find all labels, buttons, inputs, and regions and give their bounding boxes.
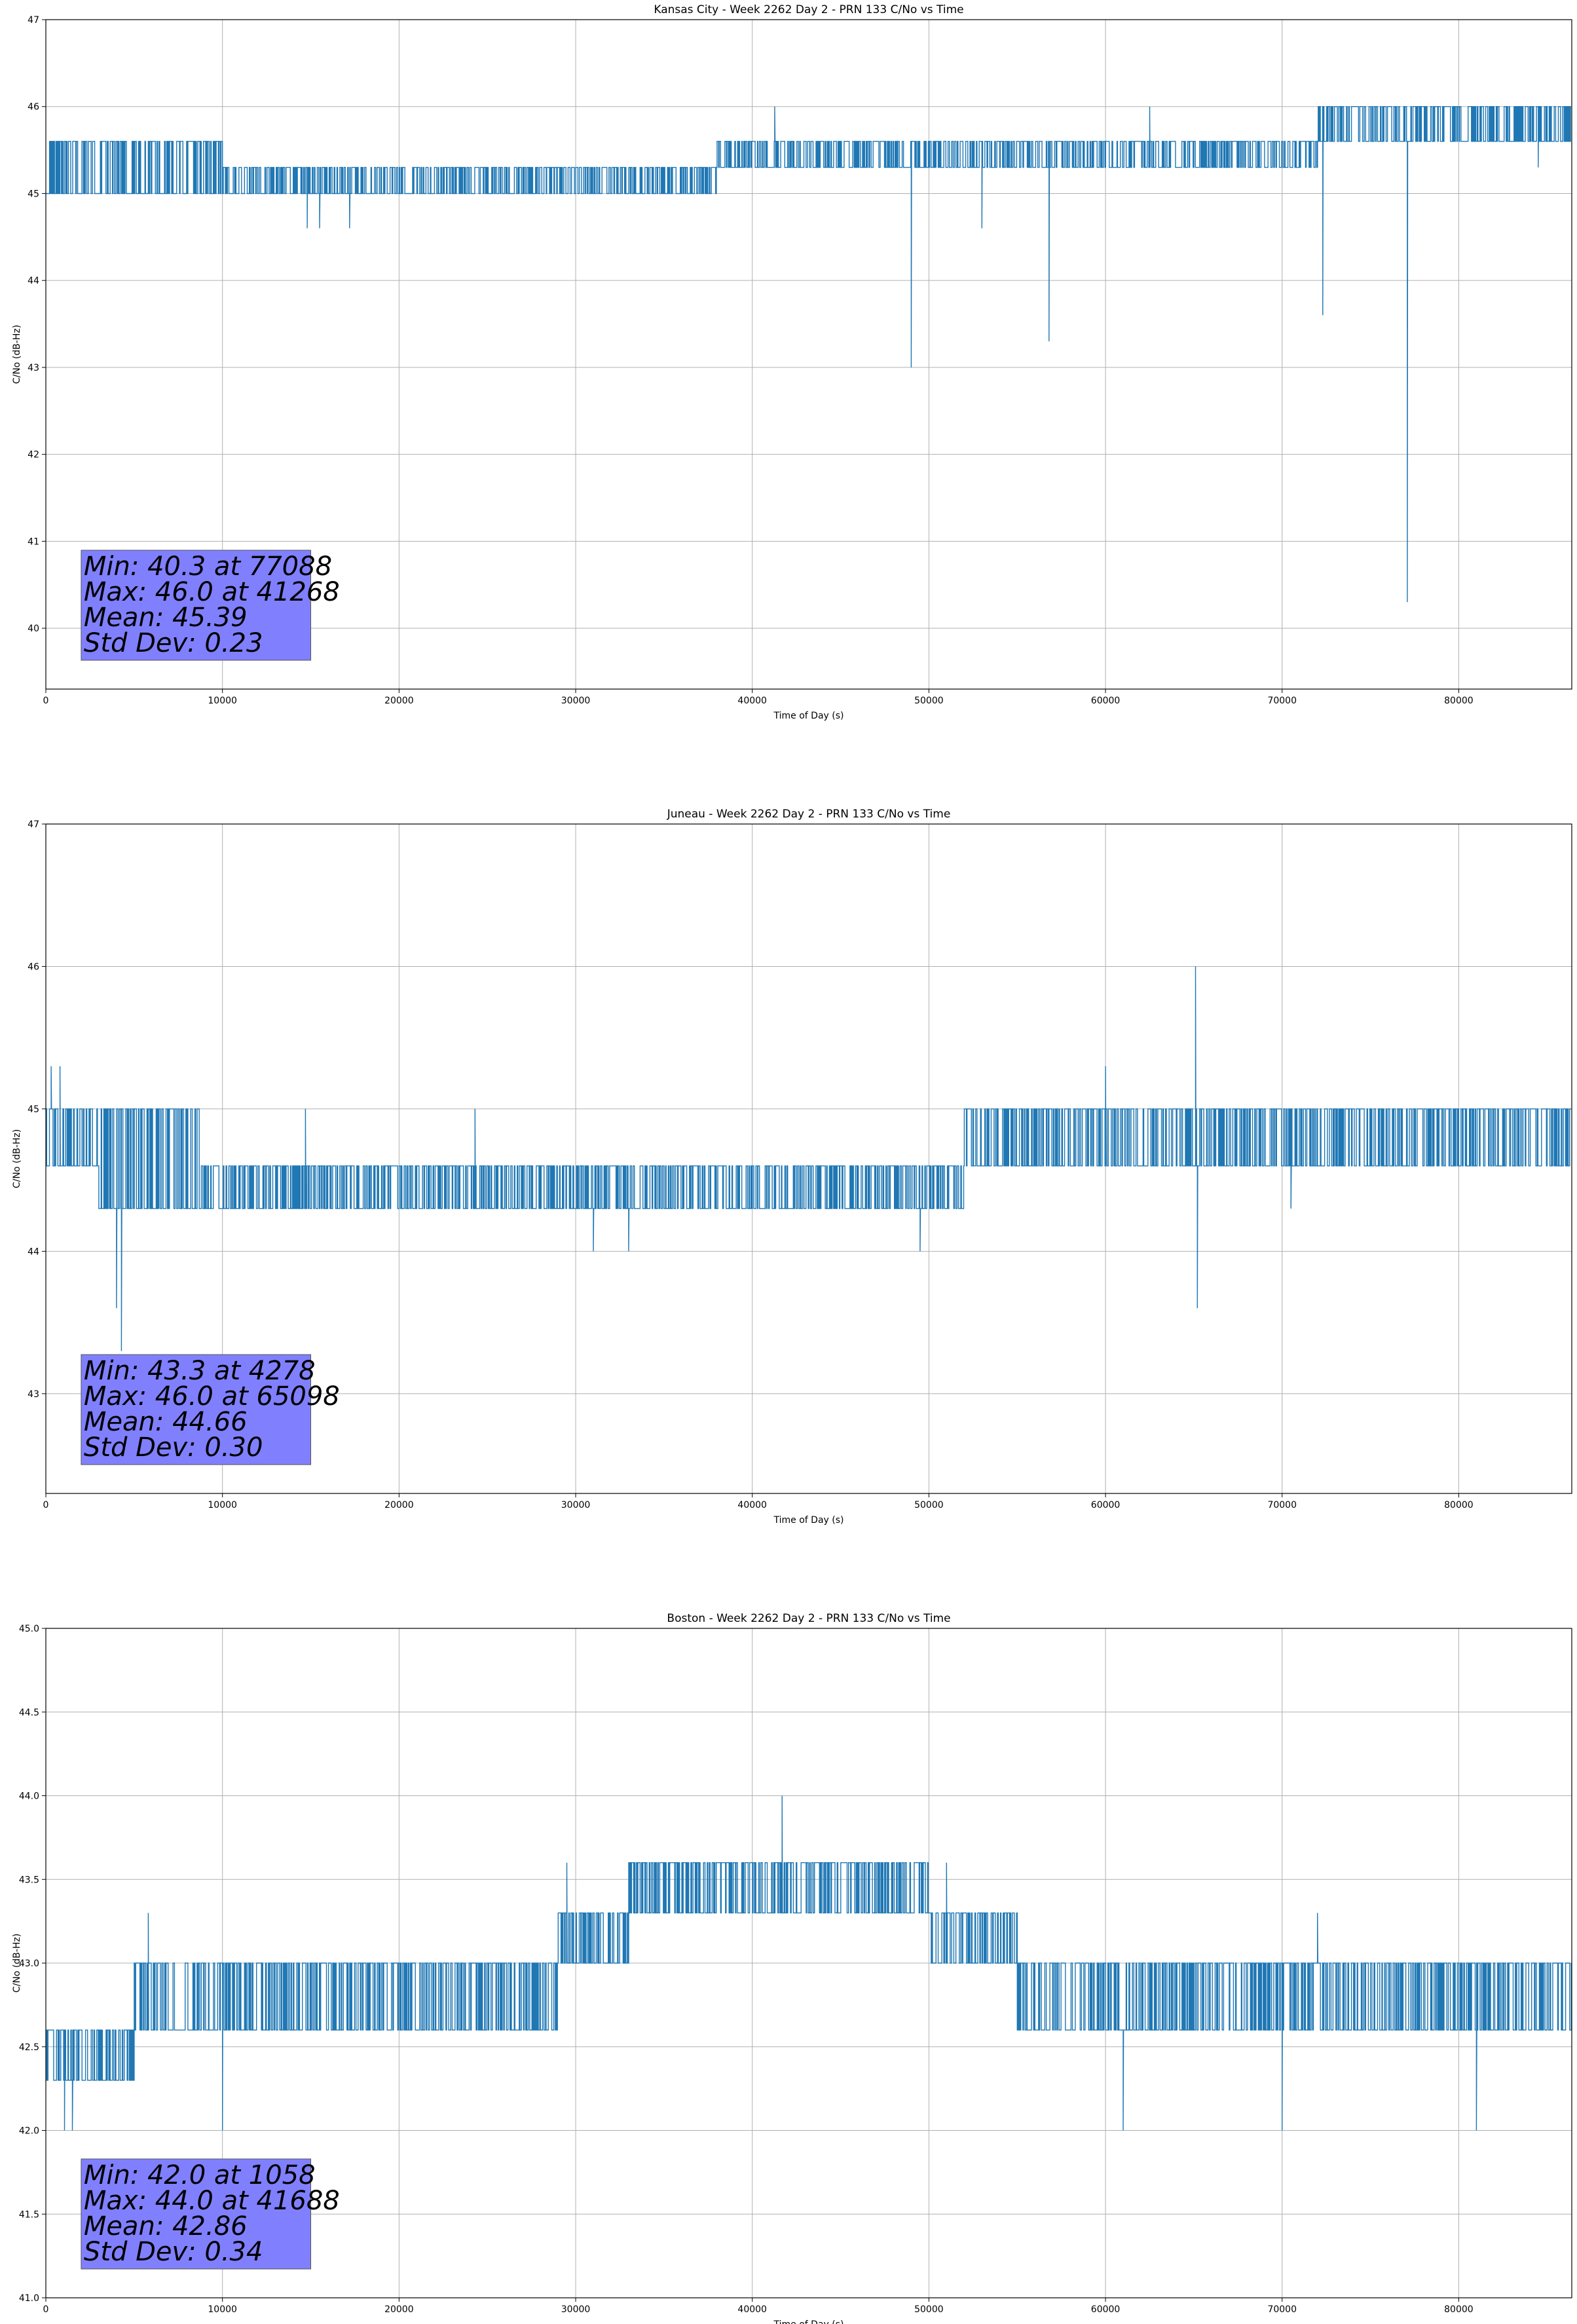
charts-root: 0 10000 20000 30000 40000 50000 60000 70000 8000…	[12, 3, 1572, 2324]
y-tick-label: 43	[28, 1389, 39, 1400]
x-tick-label: 20000	[384, 2304, 414, 2315]
x-tick-label: 30000	[561, 696, 591, 706]
x-tick-label: 60000	[1091, 696, 1121, 706]
x-tick-label: 80000	[1444, 696, 1474, 706]
stats-line: Std Dev: 0.30	[84, 1433, 263, 1463]
chart-panel-1: 0 10000 20000 30000 40000 50000 60000 70000 8000…	[12, 3, 1572, 721]
stats-line: Max: 44.0 at 41688	[84, 2186, 340, 2216]
y-tick-label: 42.0	[19, 2126, 39, 2137]
x-tick-label: 0	[43, 2304, 49, 2315]
x-axis-label: Time of Day (s)	[773, 1515, 844, 1526]
y-tick-label: 44	[28, 1246, 39, 1257]
x-tick-label: 10000	[208, 2304, 237, 2315]
y-tick-label: 47	[28, 15, 39, 26]
stats-line: Mean: 45.39	[84, 603, 248, 633]
y-axis-label: C/No (dB-Hz)	[12, 325, 22, 384]
cno-series-line	[46, 106, 1571, 603]
y-tick-label: 44	[28, 276, 39, 286]
chart-title: Kansas City - Week 2262 Day 2 - PRN 133 …	[654, 3, 963, 16]
stats-line: Max: 46.0 at 41268	[84, 577, 340, 607]
x-tick-label: 40000	[737, 2304, 767, 2315]
y-tick-label: 46	[28, 102, 39, 113]
x-tick-label: 30000	[561, 2304, 591, 2315]
stats-line: Mean: 44.66	[84, 1407, 248, 1437]
y-tick-label: 45	[28, 189, 39, 199]
y-tick-label: 42.5	[19, 2042, 39, 2053]
y-tick-label: 41.5	[19, 2209, 39, 2220]
x-tick-label: 40000	[737, 696, 767, 706]
y-tick-label: 43.5	[19, 1875, 39, 1885]
y-tick-label: 41	[28, 536, 39, 547]
x-tick-label: 30000	[561, 1500, 591, 1510]
cno-series-line	[46, 1795, 1572, 2131]
y-tick-label: 43.0	[19, 1959, 39, 1969]
x-tick-label: 40000	[737, 1500, 767, 1510]
x-tick-label: 80000	[1444, 1500, 1474, 1510]
x-tick-label: 10000	[208, 1500, 237, 1510]
x-tick-label: 60000	[1091, 1500, 1121, 1510]
y-tick-label: 41.0	[19, 2293, 39, 2304]
stats-line: Min: 40.3 at 77088	[84, 552, 332, 582]
chart-title: Boston - Week 2262 Day 2 - PRN 133 C/No …	[667, 1612, 950, 1625]
x-tick-label: 0	[43, 1500, 49, 1510]
y-tick-label: 45	[28, 1104, 39, 1115]
x-tick-label: 50000	[914, 1500, 944, 1510]
y-tick-label: 44.5	[19, 1708, 39, 1718]
stats-box-background	[81, 2158, 312, 2270]
stats-line: Min: 42.0 at 1058	[84, 2160, 316, 2190]
stats-line: Min: 43.3 at 4278	[84, 1356, 316, 1386]
x-tick-label: 70000	[1267, 696, 1297, 706]
stats-line: Std Dev: 0.34	[84, 2237, 263, 2267]
x-tick-label: 10000	[208, 696, 237, 706]
x-tick-label: 70000	[1267, 2304, 1297, 2315]
y-tick-label: 45.0	[19, 1624, 39, 1634]
y-tick-label: 42	[28, 450, 39, 460]
cno-series-line	[46, 966, 1571, 1351]
stats-line: Std Dev: 0.23	[84, 628, 263, 658]
x-tick-label: 20000	[384, 696, 414, 706]
x-axis-label: Time of Day (s)	[773, 2319, 844, 2324]
y-tick-label: 44.0	[19, 1791, 39, 1802]
x-tick-label: 70000	[1267, 1500, 1297, 1510]
stats-line: Mean: 42.86	[84, 2211, 248, 2241]
x-tick-label: 60000	[1091, 2304, 1121, 2315]
x-tick-label: 20000	[384, 1500, 414, 1510]
y-axis-label: C/No (dB-Hz)	[12, 1934, 22, 1993]
x-tick-label: 80000	[1444, 2304, 1474, 2315]
y-tick-label: 47	[28, 819, 39, 830]
x-tick-label: 50000	[914, 2304, 944, 2315]
stats-line: Max: 46.0 at 65098	[84, 1381, 340, 1412]
x-tick-label: 0	[43, 696, 49, 706]
x-axis-label: Time of Day (s)	[773, 711, 844, 721]
plot-frame	[45, 823, 1572, 1494]
stats-box-background	[81, 1354, 312, 1465]
chart-title: Juneau - Week 2262 Day 2 - PRN 133 C/No …	[667, 808, 951, 821]
y-tick-label: 43	[28, 363, 39, 373]
chart-panel-2: 0 10000 20000 30000 40000 50000 60000 70000 8000…	[12, 808, 1572, 1526]
x-tick-label: 50000	[914, 696, 944, 706]
y-tick-label: 40	[28, 624, 39, 634]
plot-frame	[45, 19, 1572, 690]
y-tick-label: 46	[28, 962, 39, 972]
y-axis-label: C/No (dB-Hz)	[12, 1129, 22, 1188]
stats-box-background	[81, 550, 312, 661]
chart-panel-3: 0 10000 20000 30000 40000 50000 60000 70000 8000…	[12, 1612, 1572, 2324]
